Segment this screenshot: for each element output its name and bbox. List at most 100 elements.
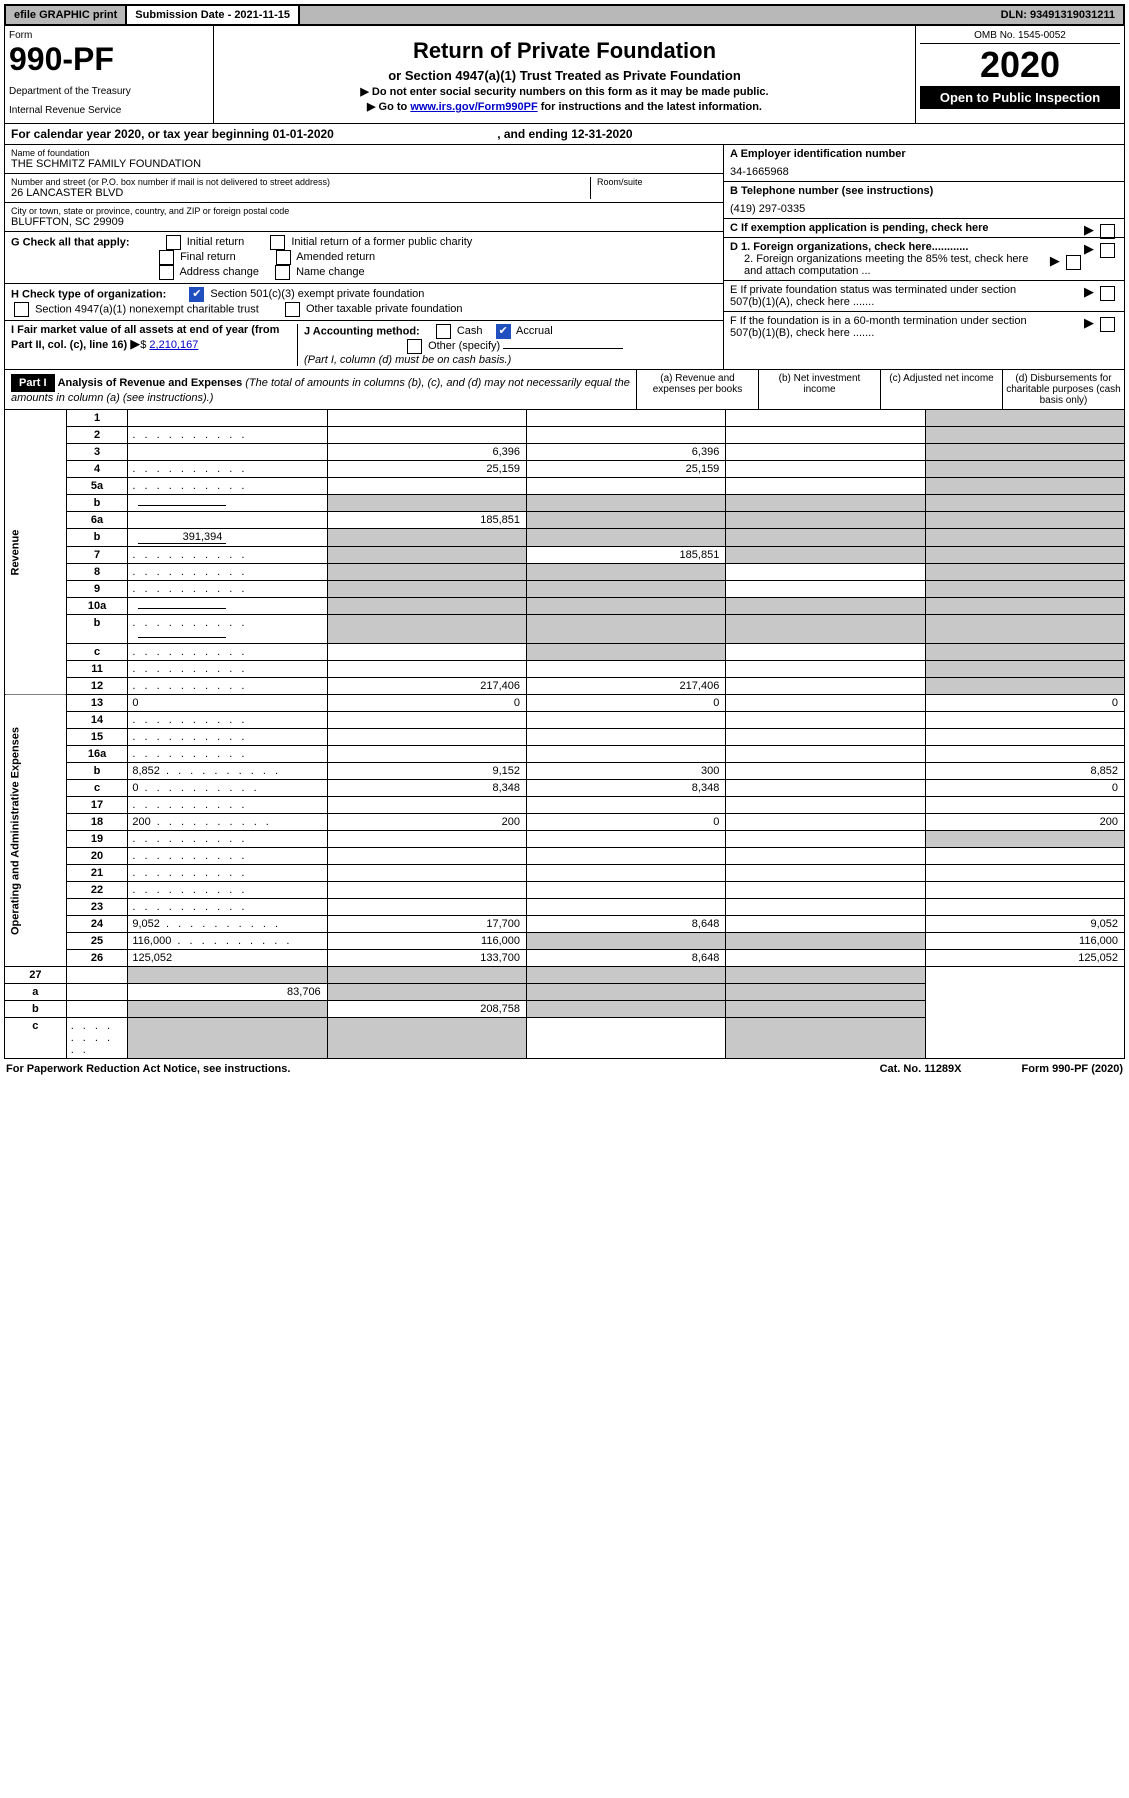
- value-cell: [527, 746, 726, 763]
- value-cell: [726, 564, 925, 581]
- value-cell: [726, 899, 925, 916]
- value-cell: 185,851: [527, 547, 726, 564]
- foreign-org-checkbox[interactable]: [1100, 243, 1115, 258]
- line-description: [128, 746, 327, 763]
- omb-number: OMB No. 1545-0052: [920, 30, 1120, 44]
- cash-checkbox[interactable]: [436, 324, 451, 339]
- value-cell: [327, 615, 526, 644]
- value-cell: [327, 1018, 526, 1059]
- final-return-checkbox[interactable]: [159, 250, 174, 265]
- value-cell: [726, 461, 925, 478]
- form-footer: Form 990-PF (2020): [1022, 1063, 1123, 1075]
- other-method-checkbox[interactable]: [407, 339, 422, 354]
- value-cell: [327, 899, 526, 916]
- value-cell: [327, 661, 526, 678]
- value-cell: 0: [925, 695, 1124, 712]
- value-cell: [726, 410, 925, 427]
- address-change-checkbox[interactable]: [159, 265, 174, 280]
- value-cell: [527, 848, 726, 865]
- line-number: 12: [66, 678, 128, 695]
- value-cell: [726, 763, 925, 780]
- value-cell: 200: [925, 814, 1124, 831]
- value-cell: 217,406: [327, 678, 526, 695]
- form-header: Form 990-PF Department of the Treasury I…: [4, 26, 1125, 124]
- line-number: a: [5, 984, 67, 1001]
- initial-former-checkbox[interactable]: [270, 235, 285, 250]
- value-cell: [925, 729, 1124, 746]
- line-number: c: [66, 644, 128, 661]
- value-cell: [327, 967, 526, 984]
- value-cell: [527, 410, 726, 427]
- amended-return-checkbox[interactable]: [276, 250, 291, 265]
- value-cell: 9,152: [327, 763, 526, 780]
- table-row: 249,05217,7008,6489,052: [5, 916, 1125, 933]
- value-cell: 8,852: [925, 763, 1124, 780]
- efile-print-btn[interactable]: efile GRAPHIC print: [6, 6, 127, 24]
- value-cell: [327, 729, 526, 746]
- ein-label: A Employer identification number: [730, 148, 906, 160]
- value-cell: [726, 984, 925, 1001]
- line-number: b: [5, 1001, 67, 1018]
- value-cell: [726, 729, 925, 746]
- col-a-header: (a) Revenue and expenses per books: [636, 370, 758, 409]
- submission-date: Submission Date - 2021-11-15: [127, 6, 300, 24]
- line-description: [128, 644, 327, 661]
- value-cell: 116,000: [925, 933, 1124, 950]
- name-change-checkbox[interactable]: [275, 265, 290, 280]
- line-description: [128, 712, 327, 729]
- value-cell: [527, 644, 726, 661]
- value-cell: [527, 581, 726, 598]
- table-row: Operating and Administrative Expenses130…: [5, 695, 1125, 712]
- line-description: [128, 410, 327, 427]
- line-description: 116,000: [128, 933, 327, 950]
- accrual-checkbox[interactable]: ✔: [496, 324, 511, 339]
- foreign-85-checkbox[interactable]: [1066, 255, 1081, 270]
- line-description: [128, 564, 327, 581]
- 4947-checkbox[interactable]: [14, 302, 29, 317]
- form-number: 990-PF: [9, 41, 209, 78]
- line-description: [66, 984, 128, 1001]
- table-row: 36,3966,396: [5, 444, 1125, 461]
- name-label: Name of foundation: [11, 148, 717, 158]
- value-cell: [527, 899, 726, 916]
- value-cell: [726, 695, 925, 712]
- value-cell: [327, 797, 526, 814]
- line-number: b: [66, 763, 128, 780]
- line-description: [128, 512, 327, 529]
- value-cell: [527, 495, 726, 512]
- col-d-header: (d) Disbursements for charitable purpose…: [1002, 370, 1124, 409]
- line-number: 15: [66, 729, 128, 746]
- line-number: 22: [66, 882, 128, 899]
- line-number: 26: [66, 950, 128, 967]
- line-number: b: [66, 529, 128, 547]
- exemption-pending-checkbox[interactable]: [1100, 224, 1115, 239]
- line-description: 125,052: [128, 950, 327, 967]
- line-number: 27: [5, 967, 67, 984]
- value-cell: 0: [327, 695, 526, 712]
- irs-link[interactable]: www.irs.gov/Form990PF: [410, 101, 537, 113]
- 60-month-checkbox[interactable]: [1100, 317, 1115, 332]
- initial-return-checkbox[interactable]: [166, 235, 181, 250]
- value-cell: [925, 427, 1124, 444]
- line-number: 24: [66, 916, 128, 933]
- value-cell: [527, 615, 726, 644]
- table-row: 27: [5, 967, 1125, 984]
- value-cell: [925, 848, 1124, 865]
- line-number: 17: [66, 797, 128, 814]
- value-cell: 300: [527, 763, 726, 780]
- status-terminated-checkbox[interactable]: [1100, 286, 1115, 301]
- value-cell: 8,348: [327, 780, 526, 797]
- line-description: 8,852: [128, 763, 327, 780]
- value-cell: [726, 797, 925, 814]
- value-cell: [527, 598, 726, 615]
- value-cell: [327, 598, 526, 615]
- other-taxable-checkbox[interactable]: [285, 302, 300, 317]
- 501c3-checkbox[interactable]: ✔: [189, 287, 204, 302]
- table-row: 20: [5, 848, 1125, 865]
- fmv-link[interactable]: 2,210,167: [149, 339, 198, 351]
- page-footer: For Paperwork Reduction Act Notice, see …: [4, 1059, 1125, 1079]
- table-row: 6a185,851: [5, 512, 1125, 529]
- open-public-badge: Open to Public Inspection: [920, 86, 1120, 109]
- part1-header: Part I Analysis of Revenue and Expenses …: [4, 370, 1125, 410]
- value-cell: [327, 865, 526, 882]
